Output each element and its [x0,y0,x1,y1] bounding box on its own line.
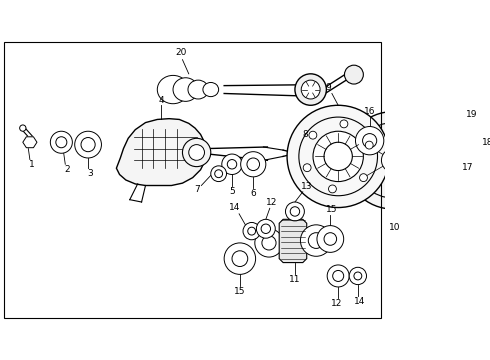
Circle shape [211,166,226,181]
Circle shape [261,224,270,234]
Circle shape [324,233,337,245]
Text: 9: 9 [326,84,332,93]
Circle shape [469,69,490,94]
Text: 15: 15 [326,204,338,213]
Polygon shape [117,119,206,185]
Circle shape [286,202,304,221]
Circle shape [243,222,260,240]
Circle shape [328,185,336,193]
Ellipse shape [157,75,189,104]
Circle shape [365,141,373,149]
Circle shape [419,147,438,166]
Circle shape [303,164,311,172]
Polygon shape [23,137,37,148]
Circle shape [300,225,332,256]
Text: 6: 6 [250,189,256,198]
Text: 4: 4 [158,96,164,105]
Circle shape [301,80,320,99]
Circle shape [262,236,276,250]
Text: 8: 8 [302,130,308,139]
Circle shape [290,207,300,216]
Polygon shape [279,219,307,262]
Circle shape [189,145,204,160]
Text: 12: 12 [331,299,343,308]
Circle shape [360,174,368,181]
Text: 1: 1 [28,160,34,169]
Circle shape [437,92,444,100]
Circle shape [222,154,242,175]
Text: 12: 12 [267,198,278,207]
Circle shape [255,229,283,257]
Text: 13: 13 [301,182,313,191]
Circle shape [411,139,446,174]
Circle shape [256,219,275,238]
Circle shape [50,131,73,153]
Circle shape [182,138,211,167]
Circle shape [295,74,326,105]
Circle shape [287,105,390,207]
Text: 16: 16 [364,107,375,116]
Circle shape [363,134,377,148]
Ellipse shape [173,78,198,102]
Circle shape [313,131,364,181]
Text: 5: 5 [229,187,235,196]
Circle shape [81,138,95,152]
Circle shape [20,125,26,131]
Circle shape [74,131,101,158]
Circle shape [327,265,349,287]
Circle shape [344,112,442,209]
Circle shape [324,142,352,171]
Circle shape [248,227,256,235]
Circle shape [344,65,364,84]
Text: 19: 19 [466,110,478,119]
Text: 15: 15 [234,287,245,296]
Ellipse shape [188,80,208,99]
Circle shape [224,243,256,274]
Text: 7: 7 [194,185,199,194]
Text: 14: 14 [354,297,365,306]
Circle shape [309,131,317,139]
Circle shape [355,123,431,198]
Circle shape [437,130,463,155]
Circle shape [299,117,377,196]
Text: 3: 3 [87,169,93,178]
Circle shape [354,272,362,280]
Circle shape [317,226,343,252]
Circle shape [441,76,452,87]
Circle shape [215,170,222,177]
Circle shape [475,75,488,88]
Circle shape [227,159,237,169]
Circle shape [349,267,367,285]
Circle shape [381,149,405,172]
Text: 14: 14 [229,203,240,212]
Text: 20: 20 [175,48,187,57]
Text: 11: 11 [289,275,301,284]
Circle shape [308,233,324,248]
Ellipse shape [203,82,219,96]
Text: 17: 17 [462,163,474,172]
Circle shape [443,136,456,149]
Text: 18: 18 [482,138,490,147]
Circle shape [241,152,266,177]
Circle shape [436,71,458,93]
Circle shape [56,137,67,148]
Circle shape [333,270,343,282]
Text: 2: 2 [65,165,71,174]
Circle shape [355,126,384,155]
Circle shape [340,120,348,128]
Text: 10: 10 [389,223,400,232]
Circle shape [232,251,248,266]
Circle shape [247,158,260,171]
